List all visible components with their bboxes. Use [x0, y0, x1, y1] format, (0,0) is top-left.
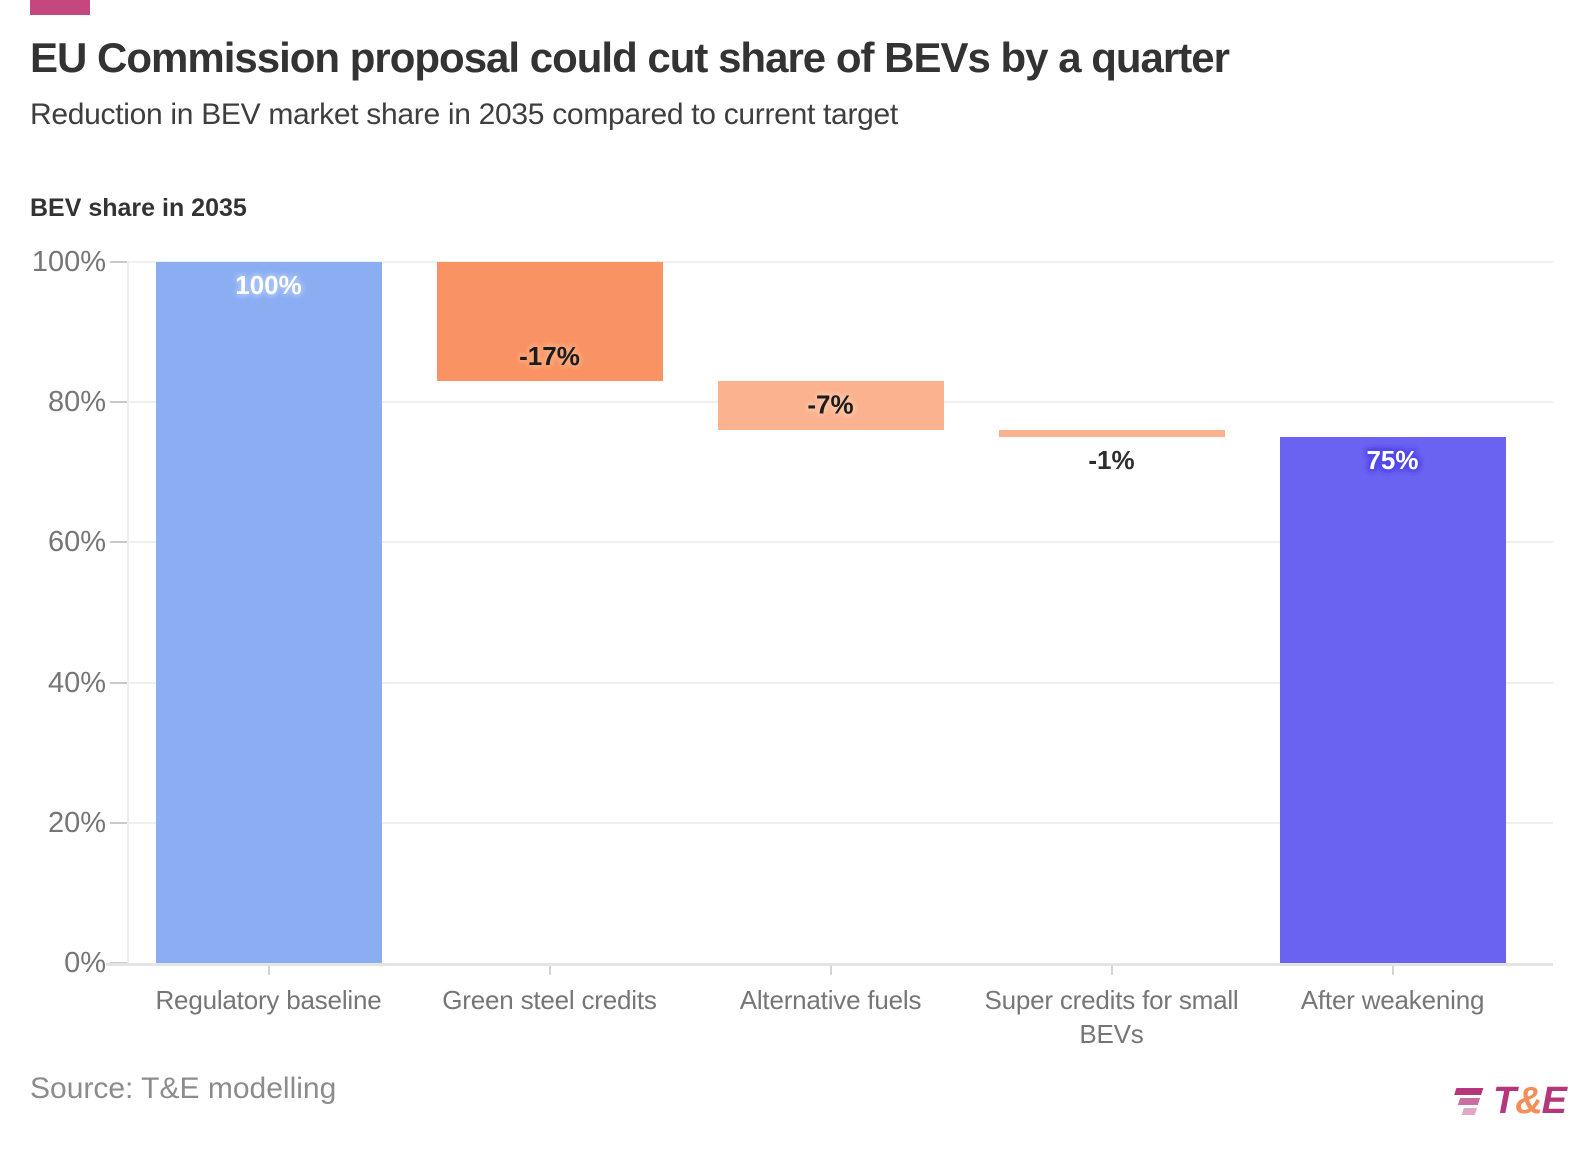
te-logo-text: T&E: [1492, 1080, 1567, 1122]
y-axis-line: [127, 262, 129, 963]
accent-bar: [30, 0, 90, 15]
logo-stripe: [1454, 1087, 1484, 1095]
bar-5: 75%: [1279, 437, 1506, 963]
category-label: Alternative fuels: [739, 985, 922, 1015]
gridline: [128, 821, 1553, 824]
x-tick-mark: [548, 966, 551, 975]
bar-3: -7%: [717, 381, 944, 431]
source-note: Source: T&E modelling: [30, 1072, 337, 1105]
y-tick-label: 100%: [31, 246, 106, 278]
gridline: [128, 261, 1553, 263]
y-tick-label: 60%: [47, 526, 106, 559]
y-tick-label: 20%: [47, 806, 106, 839]
y-tick-label: 40%: [47, 666, 106, 699]
y-tick-mark: [110, 821, 127, 824]
logo-letter-t: T: [1492, 1080, 1516, 1122]
bar-2: -17%: [436, 262, 663, 382]
x-axis-line: [106, 963, 1553, 966]
y-axis-title: BEV share in 2035: [30, 194, 247, 222]
bar-value-label: 75%: [1366, 445, 1419, 476]
category-label: Super credits for small BEVs: [984, 985, 1239, 1049]
gridline: [128, 541, 1553, 544]
bar-4: -1%: [998, 430, 1225, 475]
y-tick-label: 0%: [64, 947, 106, 979]
x-tick-mark: [267, 966, 270, 975]
x-tick-mark: [829, 966, 832, 975]
y-tick-mark: [110, 681, 127, 684]
bar-value-label: 100%: [235, 270, 302, 300]
chart-subtitle: Reduction in BEV market share in 2035 co…: [30, 98, 898, 131]
x-tick-mark: [1110, 966, 1113, 975]
category-label: After weakening: [1300, 985, 1485, 1015]
gridline: [128, 681, 1553, 684]
category-label: Green steel credits: [442, 985, 657, 1015]
bar-value-label: -1%: [1088, 445, 1135, 476]
logo-letter-amp: &: [1515, 1080, 1542, 1122]
logo-stripe: [1461, 1107, 1477, 1115]
logo-letter-e: E: [1541, 1080, 1567, 1122]
category-label: Regulatory baseline: [155, 985, 382, 1015]
y-tick-label: 80%: [47, 386, 106, 419]
y-tick-mark: [110, 261, 127, 263]
bar-value-label: -7%: [807, 388, 854, 419]
bar-1: 100%: [155, 262, 382, 963]
x-tick-mark: [1391, 966, 1394, 975]
chart-title: EU Commission proposal could cut share o…: [30, 34, 1230, 81]
bar-value-label: -17%: [519, 341, 580, 372]
te-logo-stripes-icon: [1448, 1087, 1488, 1115]
logo-stripe: [1457, 1097, 1481, 1105]
y-tick-mark: [110, 401, 127, 404]
te-logo: T&E: [1452, 1080, 1567, 1122]
y-tick-mark: [110, 541, 127, 544]
